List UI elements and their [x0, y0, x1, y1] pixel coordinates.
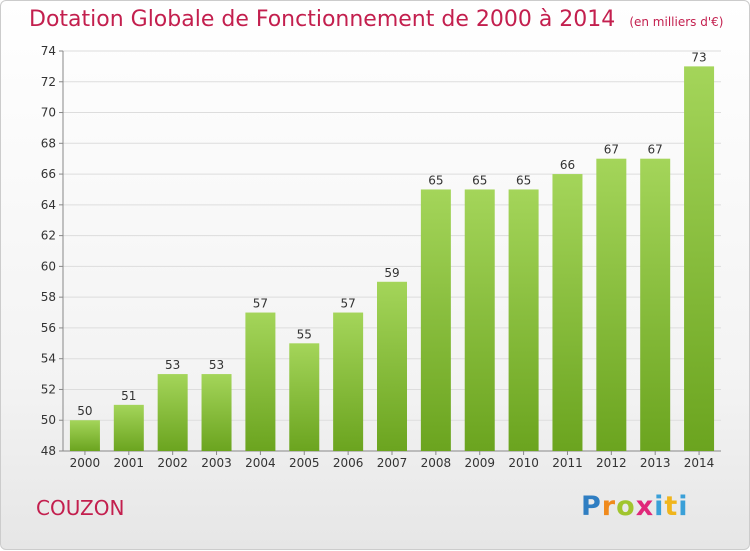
y-tick-label: 62 [41, 229, 56, 243]
bar [684, 66, 715, 451]
data-label: 65 [516, 173, 531, 187]
data-label: 65 [428, 173, 443, 187]
bar [69, 420, 100, 451]
y-tick-label: 54 [41, 352, 56, 366]
bar [464, 189, 495, 451]
bar [289, 343, 320, 451]
logo-letter: t [664, 491, 679, 522]
x-tick-label: 2006 [333, 456, 364, 470]
x-tick-label: 2012 [596, 456, 627, 470]
logo-letter: P [581, 491, 602, 522]
label-layer: 50 2000 51 2001 53 2002 53 2003 57 2004 55 2005 57 20… [70, 50, 715, 470]
x-tick-label: 2005 [289, 456, 320, 470]
x-tick-label: 2004 [245, 456, 276, 470]
bar-layer [69, 66, 715, 452]
logo-letter: i [678, 491, 689, 522]
x-tick-label: 2014 [684, 456, 715, 470]
y-tick-label: 50 [41, 413, 56, 427]
y-tick-label: 60 [41, 259, 56, 273]
chart-title: Dotation Globale de Fonctionnement de 20… [29, 7, 723, 32]
y-tick-label: 68 [41, 136, 56, 150]
bar [508, 189, 539, 451]
bar [596, 158, 627, 451]
logo-letter: r [601, 491, 617, 522]
y-tick-label: 72 [41, 75, 56, 89]
y-tick-label: 74 [41, 44, 56, 58]
data-label: 67 [648, 143, 663, 157]
data-label: 66 [560, 158, 575, 172]
data-label: 57 [253, 297, 268, 311]
x-tick-label: 2010 [508, 456, 539, 470]
proxiti-logo[interactable]: Proxiti [581, 491, 689, 522]
bar [420, 189, 451, 451]
x-tick-label: 2000 [70, 456, 101, 470]
data-label: 51 [121, 389, 136, 403]
y-tick-label: 52 [41, 382, 56, 396]
y-tick-label: 64 [41, 198, 56, 212]
chart-title-text: Dotation Globale de Fonctionnement de 20… [29, 7, 616, 32]
data-label: 67 [604, 143, 619, 157]
logo-letter: x [635, 491, 655, 522]
bar [333, 312, 364, 451]
bar [157, 374, 188, 451]
data-label: 53 [209, 358, 224, 372]
bar [201, 374, 232, 451]
commune-name: COUZON [36, 496, 125, 520]
x-tick-label: 2007 [377, 456, 408, 470]
data-label: 53 [165, 358, 180, 372]
data-label: 65 [472, 173, 487, 187]
x-tick-label: 2001 [114, 456, 145, 470]
bar [245, 312, 276, 451]
x-tick-label: 2002 [157, 456, 188, 470]
y-tick-label: 70 [41, 106, 56, 120]
data-label: 73 [691, 50, 706, 64]
y-tick-label: 56 [41, 321, 56, 335]
logo-letter: o [616, 491, 636, 522]
chart-unit-label: (en milliers d'€) [629, 15, 724, 29]
x-tick-label: 2013 [640, 456, 671, 470]
logo-letter: i [654, 491, 665, 522]
bar [640, 158, 671, 451]
data-label: 57 [340, 297, 355, 311]
y-tick-label: 66 [41, 167, 56, 181]
y-tick-label: 48 [41, 444, 56, 458]
x-tick-label: 2008 [421, 456, 452, 470]
bar [377, 281, 407, 451]
x-tick-label: 2003 [201, 456, 232, 470]
y-tick-label: 58 [41, 290, 56, 304]
data-label: 59 [384, 266, 399, 280]
x-tick-label: 2009 [464, 456, 495, 470]
x-tick-label: 2011 [552, 456, 583, 470]
data-label: 55 [297, 327, 312, 341]
bar [113, 404, 144, 451]
data-label: 50 [77, 404, 92, 418]
bar [552, 174, 583, 452]
